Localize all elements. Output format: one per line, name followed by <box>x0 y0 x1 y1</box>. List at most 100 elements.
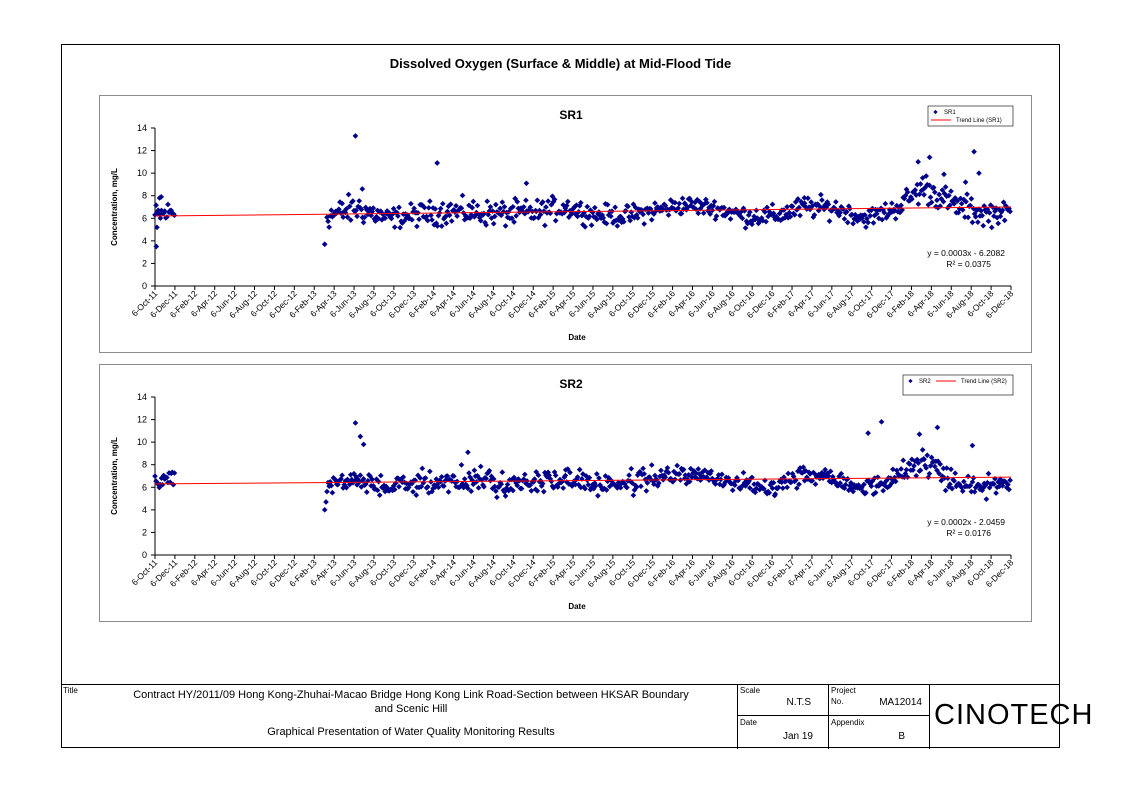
data-point <box>870 220 877 226</box>
data-point <box>382 215 388 221</box>
data-point <box>376 492 383 498</box>
data-point <box>784 484 790 491</box>
data-point <box>551 196 558 203</box>
data-point <box>779 485 786 491</box>
data-point <box>346 203 353 210</box>
data-point <box>910 467 916 473</box>
data-point <box>614 223 621 229</box>
data-point <box>789 203 796 210</box>
data-point <box>444 473 451 479</box>
data-point <box>582 485 588 492</box>
data-point <box>978 207 984 214</box>
data-point <box>438 223 445 229</box>
data-point <box>434 160 441 166</box>
data-point <box>965 214 971 221</box>
data-point <box>999 207 1006 213</box>
project-appendix-cell: Project No. MA12014 Appendix B <box>829 685 930 749</box>
data-point <box>766 490 773 496</box>
data-point <box>595 492 601 499</box>
data-point <box>439 200 446 207</box>
data-point <box>594 216 600 223</box>
data-point <box>993 490 999 496</box>
data-point <box>959 207 966 213</box>
data-point <box>751 481 757 488</box>
data-point <box>360 441 367 448</box>
data-point <box>395 213 401 219</box>
data-point <box>409 217 415 223</box>
data-point <box>640 465 646 472</box>
data-point <box>584 203 591 210</box>
data-point <box>674 462 680 469</box>
data-point <box>988 224 995 231</box>
data-point <box>483 222 489 228</box>
chart-title: SR2 <box>559 377 583 391</box>
data-point <box>906 461 913 467</box>
data-point <box>396 204 402 211</box>
date-label: Date <box>740 718 757 727</box>
data-point <box>809 477 816 484</box>
data-point <box>648 462 655 468</box>
data-point <box>965 473 971 480</box>
data-point <box>537 211 544 218</box>
data-point <box>1006 486 1012 493</box>
data-point <box>964 191 970 197</box>
data-point <box>872 489 879 496</box>
data-point <box>980 222 987 229</box>
project-label: Project <box>831 686 856 695</box>
data-point <box>372 218 379 224</box>
data-point <box>520 204 527 210</box>
data-point <box>474 202 481 209</box>
data-point <box>790 473 797 480</box>
legend-label-trend: Trend Line (SR1) <box>956 118 1002 124</box>
data-point <box>892 215 899 222</box>
data-point <box>475 484 482 491</box>
data-point <box>923 465 930 471</box>
data-point <box>892 478 899 485</box>
data-point <box>975 219 981 225</box>
data-point <box>562 207 569 214</box>
data-point <box>432 206 439 212</box>
data-point <box>949 485 955 492</box>
y-tick-label: 12 <box>137 415 147 425</box>
data-point <box>865 430 871 436</box>
contract-title: Contract HY/2011/09 Hong Kong-Zhuhai-Mac… <box>91 688 731 716</box>
y-tick-label: 10 <box>137 437 147 447</box>
data-point <box>786 209 793 216</box>
data-point <box>422 475 429 481</box>
data-point <box>913 472 920 479</box>
data-point <box>360 219 367 226</box>
data-point <box>419 465 426 472</box>
data-point <box>861 481 867 488</box>
data-point <box>882 200 889 207</box>
trend-line <box>154 206 1012 217</box>
data-point <box>424 484 431 490</box>
data-point <box>880 487 887 494</box>
data-point <box>612 204 619 211</box>
data-point <box>361 214 368 221</box>
data-point <box>588 222 595 229</box>
data-point <box>785 470 792 477</box>
data-point <box>710 203 717 209</box>
project-no-label: No. <box>831 697 844 706</box>
data-point <box>354 213 360 220</box>
data-point <box>645 210 652 216</box>
data-point <box>363 489 370 495</box>
data-point <box>917 467 924 474</box>
data-point <box>465 449 471 456</box>
y-tick-label: 14 <box>137 123 147 133</box>
data-point <box>952 470 959 477</box>
data-point <box>971 148 977 155</box>
data-point <box>434 223 441 229</box>
data-point <box>648 216 655 223</box>
data-point <box>676 200 683 207</box>
data-point <box>447 201 454 208</box>
data-point <box>951 200 957 207</box>
data-point <box>528 487 535 494</box>
data-point <box>676 471 683 477</box>
data-point <box>662 202 669 209</box>
data-point <box>939 187 946 193</box>
appendix-label: Appendix <box>831 718 865 727</box>
y-tick-label: 8 <box>142 460 147 470</box>
data-point <box>501 203 508 210</box>
